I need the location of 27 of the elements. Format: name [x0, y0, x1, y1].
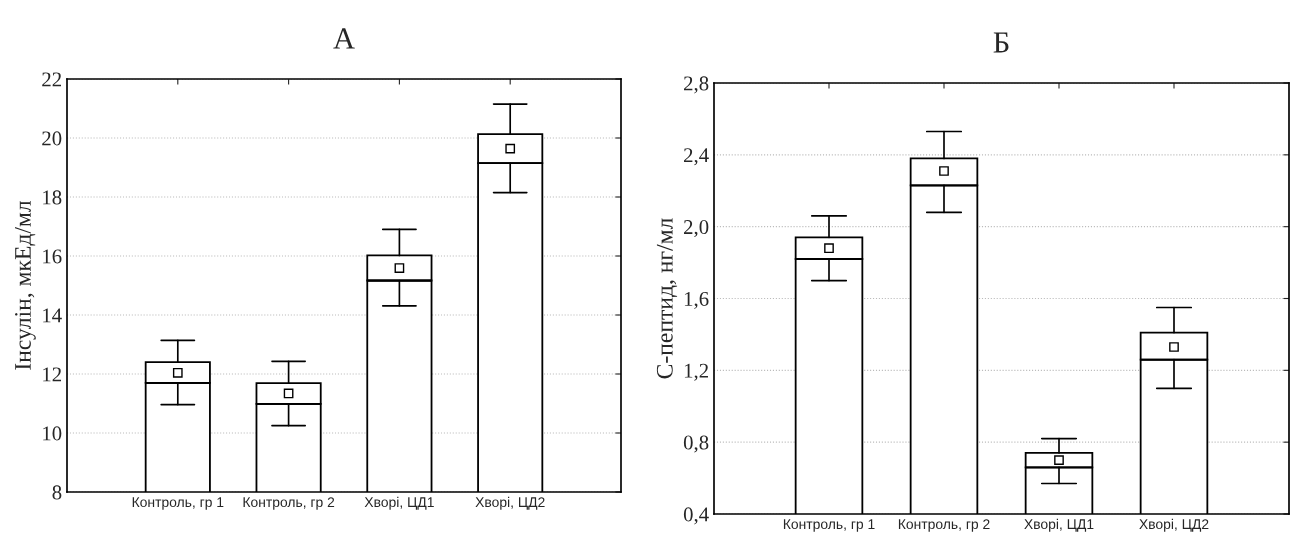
y-tick-label: 0,4: [683, 507, 709, 525]
y-tick-label: 20: [42, 131, 62, 146]
y-tick-label: 1,2: [684, 363, 708, 381]
x-tick-label: Хворі, ЦД1: [1024, 518, 1094, 532]
chart-title: Б: [993, 32, 1009, 53]
y-tick-label: 18: [43, 190, 62, 205]
y-tick-label: 12: [43, 367, 61, 382]
x-tick-label: Контроль, гр 1: [132, 497, 224, 510]
y-tick-label: 16: [43, 249, 62, 264]
y-tick-label: 22: [42, 72, 61, 87]
y-axis-title: С-пептид, нг/мл: [656, 218, 678, 379]
y-tick-label: 2,0: [684, 220, 709, 238]
y-tick-label: 1,6: [684, 291, 709, 309]
x-tick-label: Контроль, гр 2: [898, 519, 990, 532]
y-tick-label: 8: [52, 485, 62, 500]
x-tick-label: Контроль, гр 1: [783, 519, 875, 532]
x-tick-label: Хворі, ЦД2: [1139, 518, 1209, 532]
y-axis-title: Інсулін, мкЕд/мл: [15, 200, 36, 370]
x-tick-label: Хворі, ЦД1: [364, 496, 434, 510]
x-tick-label: Хворі, ЦД2: [475, 496, 545, 510]
y-tick-label: 2,4: [684, 148, 709, 166]
y-tick-label: 14: [43, 308, 62, 323]
y-tick-label: 2,8: [684, 76, 709, 94]
x-tick-label: Контроль, гр 2: [243, 497, 335, 510]
chart-title: А: [333, 28, 355, 49]
y-tick-label: 0,8: [683, 435, 709, 453]
y-tick-label: 10: [43, 426, 62, 441]
